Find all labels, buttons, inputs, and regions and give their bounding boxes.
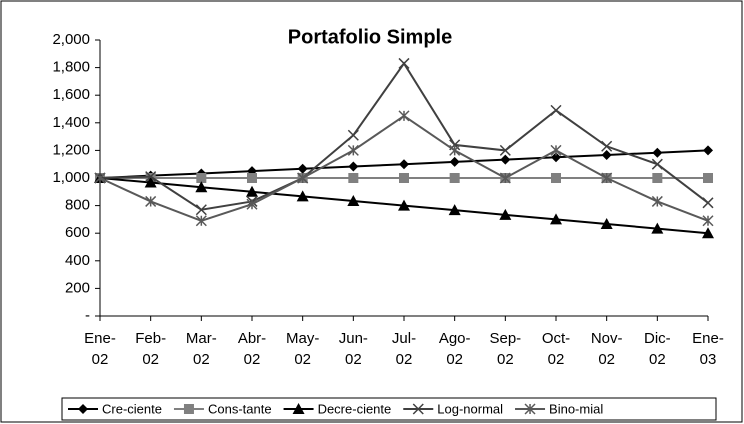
legend-label: Cre-ciente bbox=[102, 401, 162, 416]
marker bbox=[601, 149, 612, 160]
marker bbox=[499, 208, 512, 220]
marker bbox=[195, 215, 207, 227]
x-tick-label: Oct-02 bbox=[541, 330, 571, 368]
chart-title: Portafolio Simple bbox=[288, 26, 452, 48]
marker bbox=[550, 144, 562, 156]
marker bbox=[448, 204, 461, 216]
marker bbox=[500, 154, 511, 165]
marker bbox=[449, 156, 460, 167]
marker bbox=[652, 173, 663, 183]
marker bbox=[652, 147, 663, 158]
marker bbox=[702, 215, 714, 227]
x-tick-label: May-02 bbox=[285, 330, 320, 368]
marker bbox=[651, 158, 663, 170]
marker bbox=[524, 403, 536, 415]
x-tick-label: Jun-02 bbox=[338, 330, 368, 368]
marker bbox=[398, 110, 410, 122]
marker bbox=[550, 213, 562, 225]
marker bbox=[296, 190, 309, 202]
marker bbox=[399, 159, 409, 170]
marker bbox=[145, 195, 157, 207]
legend-label: Bino-mial bbox=[549, 401, 603, 416]
marker bbox=[347, 129, 359, 141]
marker bbox=[651, 222, 664, 234]
marker bbox=[297, 172, 309, 184]
marker bbox=[297, 163, 308, 174]
marker bbox=[94, 172, 106, 184]
x-tick-label: Nov-02 bbox=[590, 330, 623, 368]
y-tick-label: 1,800 bbox=[52, 59, 90, 76]
marker bbox=[551, 173, 561, 183]
marker bbox=[449, 144, 461, 156]
marker bbox=[398, 199, 410, 211]
x-tick-label: Dic-02 bbox=[643, 330, 671, 368]
marker bbox=[399, 173, 409, 183]
y-tick-label: 1,200 bbox=[52, 141, 90, 158]
marker bbox=[651, 195, 663, 207]
marker bbox=[703, 173, 713, 183]
y-tick-label: 400 bbox=[65, 252, 90, 269]
marker bbox=[703, 145, 713, 156]
marker bbox=[347, 144, 359, 156]
marker bbox=[292, 403, 305, 414]
legend-label: Decre-ciente bbox=[318, 401, 392, 416]
marker bbox=[347, 195, 360, 207]
marker bbox=[246, 185, 258, 197]
y-tick-label: 200 bbox=[65, 279, 90, 296]
legend-label: Cons-tante bbox=[208, 401, 272, 416]
marker bbox=[348, 161, 359, 172]
y-tick-label: - bbox=[85, 307, 90, 324]
marker bbox=[195, 204, 207, 216]
y-tick-label: 1,600 bbox=[52, 86, 90, 103]
y-tick-label: 800 bbox=[65, 197, 90, 214]
x-tick-label: Ene-03 bbox=[692, 330, 724, 368]
marker bbox=[195, 181, 208, 193]
y-tick-label: 600 bbox=[65, 224, 90, 241]
marker bbox=[600, 217, 613, 229]
marker bbox=[144, 176, 157, 188]
marker bbox=[499, 172, 511, 184]
marker bbox=[499, 144, 511, 156]
marker bbox=[78, 404, 88, 414]
y-tick-label: 2,000 bbox=[52, 31, 90, 48]
y-tick-label: 1,000 bbox=[52, 169, 90, 186]
marker bbox=[702, 227, 714, 239]
legend-label: Log-normal bbox=[437, 401, 503, 416]
marker bbox=[183, 404, 194, 414]
x-tick-label: Sep-02 bbox=[489, 330, 522, 368]
x-tick-label: Feb-02 bbox=[135, 330, 167, 368]
x-tick-label: Ago-02 bbox=[438, 330, 471, 368]
marker bbox=[145, 171, 157, 183]
marker bbox=[412, 403, 424, 415]
marker bbox=[348, 173, 359, 183]
marker bbox=[601, 140, 613, 152]
x-tick-label: Mar-02 bbox=[185, 330, 217, 368]
marker bbox=[702, 197, 714, 209]
marker bbox=[247, 173, 257, 183]
x-tick-label: Abr-02 bbox=[237, 330, 267, 368]
y-tick-label: 1,400 bbox=[52, 114, 90, 131]
marker bbox=[196, 173, 207, 183]
marker bbox=[398, 57, 410, 69]
marker bbox=[449, 173, 460, 183]
marker bbox=[601, 172, 613, 184]
marker bbox=[550, 104, 562, 116]
series-line bbox=[99, 61, 709, 211]
marker bbox=[246, 198, 258, 210]
x-tick-label: Ene-02 bbox=[84, 330, 116, 368]
x-tick-label: Jul-02 bbox=[391, 330, 417, 368]
marker bbox=[551, 152, 561, 163]
legend-box bbox=[61, 397, 717, 421]
